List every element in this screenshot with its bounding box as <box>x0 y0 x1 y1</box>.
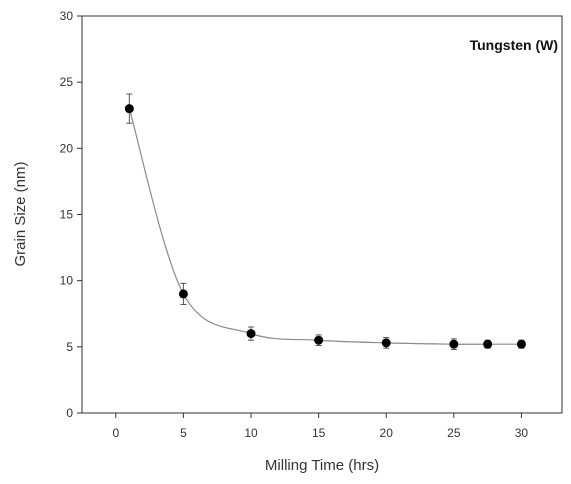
x-axis-ticks: 0 5 10 15 20 25 30 <box>112 413 528 440</box>
x-tick-label: 15 <box>312 426 326 440</box>
data-point <box>314 335 324 345</box>
data-point <box>178 289 188 299</box>
y-axis-title: Grain Size (nm) <box>12 161 29 266</box>
y-tick-label: 30 <box>60 9 74 23</box>
data-point <box>124 104 134 114</box>
x-tick-label: 5 <box>180 426 187 440</box>
data-point <box>381 338 391 348</box>
y-tick-label: 20 <box>60 141 74 155</box>
y-tick-label: 15 <box>60 208 74 222</box>
x-tick-label: 20 <box>380 426 394 440</box>
x-tick-label: 0 <box>112 426 119 440</box>
x-tick-label: 30 <box>515 426 529 440</box>
y-tick-label: 0 <box>66 406 73 420</box>
data-series <box>124 93 526 350</box>
plot-frame <box>81 15 563 414</box>
x-axis-title: Milling Time (hrs) <box>265 457 379 474</box>
y-tick-label: 10 <box>60 274 74 288</box>
series-line <box>128 108 522 345</box>
data-point <box>483 339 493 349</box>
data-point <box>516 339 526 349</box>
x-tick-label: 25 <box>447 426 461 440</box>
data-point <box>246 329 256 339</box>
y-axis-ticks: 0 5 10 15 20 25 30 <box>60 9 82 420</box>
y-tick-label: 25 <box>60 75 74 89</box>
x-tick-label: 10 <box>244 426 258 440</box>
y-tick-label: 5 <box>66 340 73 354</box>
data-point <box>449 339 459 349</box>
series-annotation: Tungsten (W) <box>470 37 558 53</box>
